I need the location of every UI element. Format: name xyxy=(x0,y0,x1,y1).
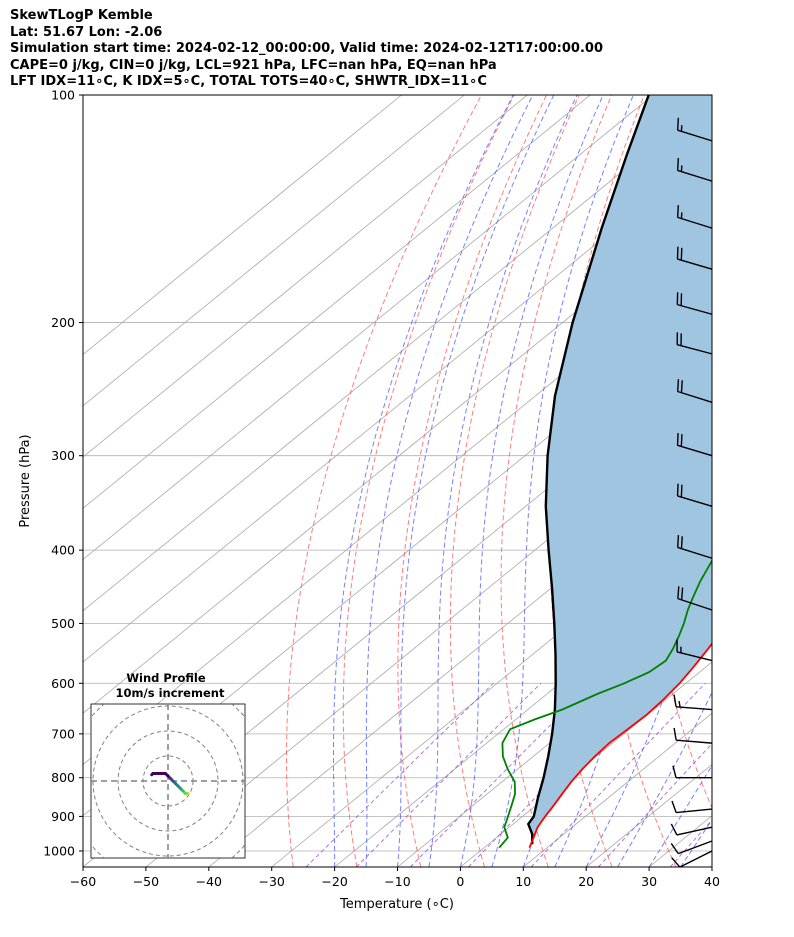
location-line: Lat: 51.67 Lon: -2.06 xyxy=(10,24,163,40)
y-tick-label: 600 xyxy=(51,676,75,691)
wind-barb xyxy=(671,850,713,868)
isotherm xyxy=(83,97,712,612)
wind-barb xyxy=(676,117,713,142)
parcel-profile-line xyxy=(526,95,650,845)
x-tick-label: −20 xyxy=(321,874,347,889)
wind-barb xyxy=(670,840,713,855)
wind-barb xyxy=(676,639,713,662)
dry-adiabat xyxy=(772,95,794,867)
wind-barb xyxy=(676,158,713,182)
wind-barb xyxy=(677,586,713,611)
chart-header: SkewTLogP Kemble Lat: 51.67 Lon: -2.06 S… xyxy=(10,8,603,91)
wind-barb xyxy=(676,332,713,355)
wind-barb xyxy=(676,246,713,270)
hodograph-subtitle: 10m/s increment xyxy=(116,686,225,700)
x-tick-label: −10 xyxy=(384,874,410,889)
dry-adiabat xyxy=(286,95,482,867)
dry-adiabat xyxy=(342,95,515,867)
y-axis-ticks: 100 200 300 400 500 600 700 800 900 1000 xyxy=(43,88,83,858)
wind-barb xyxy=(676,483,713,507)
x-tick-label: 0 xyxy=(456,874,464,889)
x-tick-label: −50 xyxy=(133,874,159,889)
wind-barb xyxy=(672,765,712,779)
wind-barb xyxy=(673,727,713,744)
mixing-ratio-line xyxy=(530,682,706,867)
x-tick-label: 30 xyxy=(641,874,657,889)
wind-barb xyxy=(673,694,713,711)
isotherm xyxy=(775,95,794,867)
x-axis-ticks: −60 −50 −40 −30 −20 −10 0 10 20 30 40 xyxy=(70,867,720,889)
x-tick-label: 20 xyxy=(578,874,594,889)
isotherm xyxy=(83,95,654,561)
x-tick-label: −40 xyxy=(196,874,222,889)
temperature-line xyxy=(528,642,712,849)
wind-barb xyxy=(676,432,713,457)
isotherm xyxy=(711,866,712,867)
hodograph-ring xyxy=(117,730,219,832)
y-tick-label: 1000 xyxy=(43,843,75,858)
y-tick-label: 100 xyxy=(51,88,75,103)
wind-barb xyxy=(671,800,713,814)
y-tick-label: 800 xyxy=(51,770,75,785)
y-tick-label: 400 xyxy=(51,543,75,558)
isotherm xyxy=(523,712,712,867)
x-tick-label: −60 xyxy=(70,874,96,889)
cape-line: CAPE=0 j/kg, CIN=0 j/kg, LCL=921 hPa, LF… xyxy=(10,57,497,73)
wind-barb xyxy=(676,292,713,315)
isotherm xyxy=(83,95,465,407)
dry-adiabat xyxy=(500,95,613,867)
isotherm xyxy=(334,558,712,867)
moist-adiabat xyxy=(333,95,514,867)
dry-adiabat xyxy=(449,95,580,867)
hodograph-inset: Wind Profile 10m/s increment xyxy=(90,671,246,859)
isotherm xyxy=(271,507,712,867)
y-tick-label: 200 xyxy=(51,315,75,330)
y-tick-label: 500 xyxy=(51,616,75,631)
moist-adiabat xyxy=(491,95,634,867)
wind-barb xyxy=(676,379,713,404)
wind-barb xyxy=(676,535,713,559)
indices-line: LFT IDX=11∘C, K IDX=5∘C, TOTAL TOTS=40∘C… xyxy=(10,74,487,90)
moist-adiabat xyxy=(711,866,712,867)
simulation-time-line: Simulation start time: 2024-02-12_00:00:… xyxy=(10,41,603,57)
mixing-ratio-line xyxy=(355,682,542,867)
dry-adiabat xyxy=(397,95,547,867)
x-tick-label: 40 xyxy=(704,874,720,889)
dry-adiabat xyxy=(730,95,794,867)
mixing-ratio-line xyxy=(598,742,712,867)
x-axis-label: Temperature (∘C) xyxy=(339,897,454,912)
isotherm xyxy=(460,661,712,867)
isotherm xyxy=(83,95,402,356)
y-tick-label: 900 xyxy=(51,809,75,824)
isotherm xyxy=(83,95,528,458)
wind-barbs xyxy=(670,117,713,868)
hodograph-trace xyxy=(150,772,155,777)
y-tick-label: 700 xyxy=(51,726,75,741)
mixing-ratio-line xyxy=(305,682,494,867)
chart-title: SkewTLogP Kemble xyxy=(10,8,153,23)
wind-barb xyxy=(676,204,713,229)
moist-adiabat xyxy=(365,95,534,867)
x-tick-label: −30 xyxy=(259,874,285,889)
hodograph-title: Wind Profile xyxy=(126,671,206,685)
x-tick-label: 10 xyxy=(515,874,531,889)
wind-barb xyxy=(670,823,713,836)
y-tick-label: 300 xyxy=(51,448,75,463)
isotherm xyxy=(83,95,591,509)
y-axis-label: Pressure (hPa) xyxy=(18,434,33,527)
